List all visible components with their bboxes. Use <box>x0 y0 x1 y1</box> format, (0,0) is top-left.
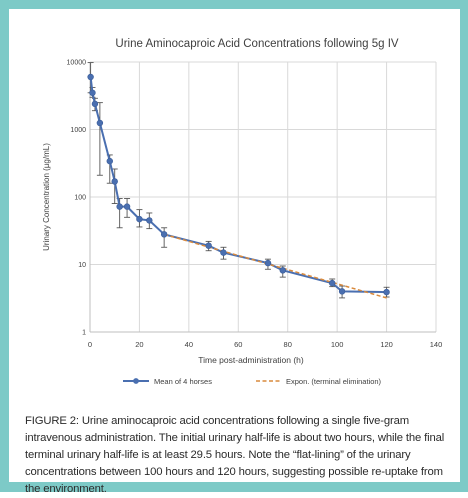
mean-data-point <box>89 89 96 96</box>
figure-panel: Urine Aminocaproic Acid Concentrations f… <box>9 9 460 495</box>
figure-caption: FIGURE 2: Urine aminocaproic acid concen… <box>25 415 445 495</box>
x-tick-label: 140 <box>430 340 443 349</box>
chart-title: Urine Aminocaproic Acid Concentrations f… <box>115 38 399 50</box>
x-tick-label: 40 <box>185 340 193 349</box>
x-tick-label: 60 <box>234 340 242 349</box>
x-tick-label: 20 <box>135 340 143 349</box>
x-tick-label: 120 <box>380 340 393 349</box>
y-axis-label: Urinary Concentration (µg/mL) <box>42 143 51 251</box>
y-tick-label: 10 <box>78 262 86 269</box>
mean-data-point <box>106 157 113 165</box>
legend-expon-label: Expon. (terminal elimination) <box>286 377 382 386</box>
mean-data-point <box>87 73 94 81</box>
concentration-chart: Urine Aminocaproic Acid Concentrations f… <box>42 38 443 386</box>
x-tick-label: 0 <box>88 340 92 349</box>
mean-data-point <box>160 231 168 238</box>
mean-data-point <box>116 203 123 210</box>
mean-data-point <box>96 119 104 127</box>
x-tick-label: 80 <box>284 340 292 349</box>
mean-data-point <box>383 288 390 296</box>
legend-mean-marker <box>133 378 139 384</box>
legend-mean-label: Mean of 4 horses <box>154 377 212 386</box>
y-tick-label: 100 <box>74 195 86 202</box>
x-tick-label: 100 <box>331 340 344 349</box>
mean-data-point <box>338 288 346 295</box>
mean-data-point <box>111 178 118 185</box>
mean-data-point <box>220 249 227 256</box>
mean-data-point <box>279 267 286 274</box>
y-tick-label: 10000 <box>67 60 87 67</box>
mean-data-point <box>264 259 272 267</box>
mean-series-line <box>89 76 387 294</box>
mean-data-point <box>91 100 99 108</box>
mean-data-point <box>329 279 336 287</box>
y-tick-label: 1000 <box>70 127 86 134</box>
mean-data-point <box>123 203 131 210</box>
mean-data-point <box>205 242 212 249</box>
mean-data-point <box>136 215 143 223</box>
y-tick-label: 1 <box>82 330 86 337</box>
x-axis-label: Time post-administration (h) <box>198 355 304 365</box>
mean-data-point <box>146 217 153 224</box>
